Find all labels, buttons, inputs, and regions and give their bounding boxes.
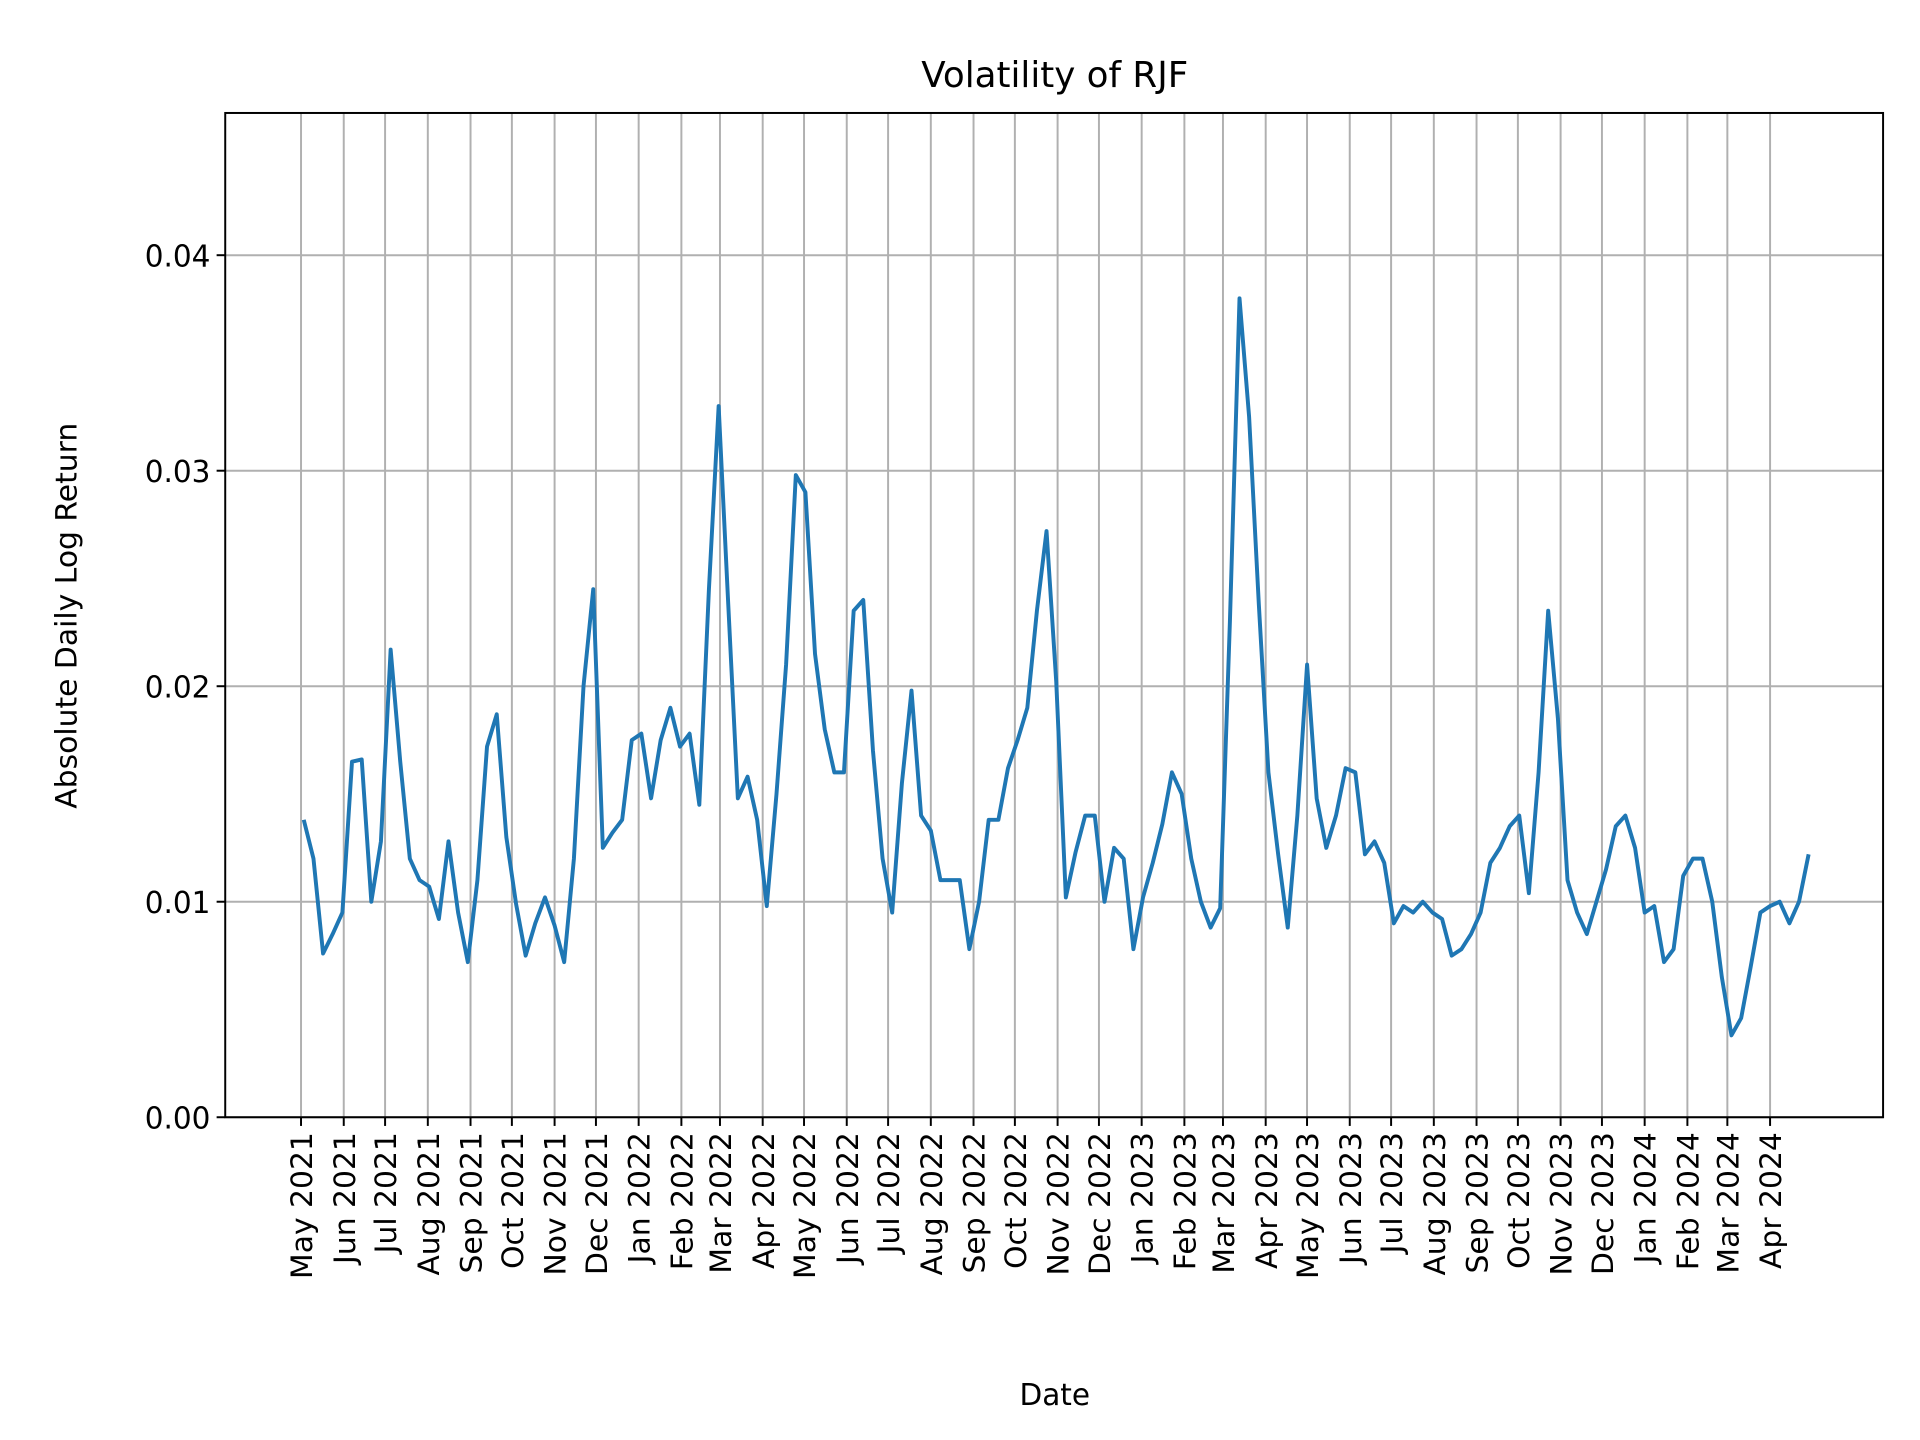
x-axis: May 2021 Jun 2021 Jul 2021 Aug 2021 Sep 2021… bbox=[284, 1117, 1788, 1279]
x-tick-label: Apr 2023 bbox=[1249, 1132, 1284, 1269]
x-tick-label: Dec 2023 bbox=[1585, 1132, 1620, 1275]
x-tick-label: Jan 2023 bbox=[1125, 1132, 1160, 1265]
y-tick-label: 0.00 bbox=[145, 1100, 211, 1135]
x-tick-label: Feb 2023 bbox=[1168, 1132, 1203, 1270]
x-tick-label: Apr 2024 bbox=[1753, 1132, 1788, 1269]
x-tick-label: Jul 2022 bbox=[871, 1132, 906, 1255]
x-tick-label: Apr 2022 bbox=[746, 1132, 781, 1269]
y-tick-label: 0.01 bbox=[145, 885, 211, 920]
x-tick-label: Sep 2022 bbox=[957, 1132, 992, 1273]
x-tick-label: Jul 2021 bbox=[368, 1132, 403, 1255]
x-tick-label: Jun 2021 bbox=[327, 1132, 362, 1266]
x-tick-label: Jun 2023 bbox=[1333, 1132, 1368, 1266]
x-tick-label: Nov 2021 bbox=[538, 1132, 573, 1275]
x-tick-label: Mar 2024 bbox=[1711, 1132, 1746, 1273]
x-tick-label: Dec 2021 bbox=[579, 1132, 614, 1275]
y-axis-label: Absolute Daily Log Return bbox=[48, 423, 83, 809]
x-tick-label: Nov 2022 bbox=[1041, 1132, 1076, 1275]
x-tick-label: Sep 2023 bbox=[1460, 1132, 1495, 1273]
volatility-line bbox=[301, 296, 1811, 1038]
y-tick-label: 0.02 bbox=[145, 669, 211, 704]
x-tick-label: Jun 2022 bbox=[830, 1132, 865, 1266]
x-tick-label: Mar 2022 bbox=[703, 1132, 738, 1273]
x-tick-label: Oct 2022 bbox=[998, 1132, 1033, 1269]
x-tick-label: May 2021 bbox=[284, 1132, 319, 1279]
x-tick-label: Dec 2022 bbox=[1082, 1132, 1117, 1275]
x-tick-label: Feb 2024 bbox=[1671, 1132, 1706, 1270]
x-tick-label: Jan 2024 bbox=[1628, 1132, 1663, 1265]
x-tick-label: Sep 2021 bbox=[454, 1132, 489, 1273]
x-tick-label: May 2023 bbox=[1290, 1132, 1325, 1279]
x-tick-label: Oct 2021 bbox=[495, 1132, 530, 1269]
x-tick-label: Aug 2021 bbox=[411, 1132, 446, 1275]
y-tick-label: 0.04 bbox=[145, 238, 211, 273]
x-tick-label: Aug 2023 bbox=[1417, 1132, 1452, 1275]
x-tick-label: Aug 2022 bbox=[914, 1132, 949, 1275]
x-axis-label: Date bbox=[1019, 1377, 1090, 1412]
x-tick-label: Jan 2022 bbox=[622, 1132, 657, 1265]
x-tick-label: May 2022 bbox=[787, 1132, 822, 1279]
x-tick-label: Nov 2023 bbox=[1544, 1132, 1579, 1275]
plot-area-frame bbox=[224, 111, 1885, 1119]
grid-lines bbox=[225, 112, 1884, 1119]
x-tick-label: Jul 2023 bbox=[1374, 1132, 1409, 1255]
y-axis: 0.00 0.01 0.02 0.03 0.04 bbox=[145, 238, 226, 1135]
x-tick-label: Feb 2022 bbox=[665, 1132, 700, 1270]
series-layer bbox=[301, 296, 1811, 1038]
x-tick-label: Oct 2023 bbox=[1501, 1132, 1536, 1269]
x-tick-label: Mar 2023 bbox=[1206, 1132, 1241, 1273]
chart-title: Volatility of RJF bbox=[921, 55, 1188, 96]
y-tick-label: 0.03 bbox=[145, 454, 211, 489]
